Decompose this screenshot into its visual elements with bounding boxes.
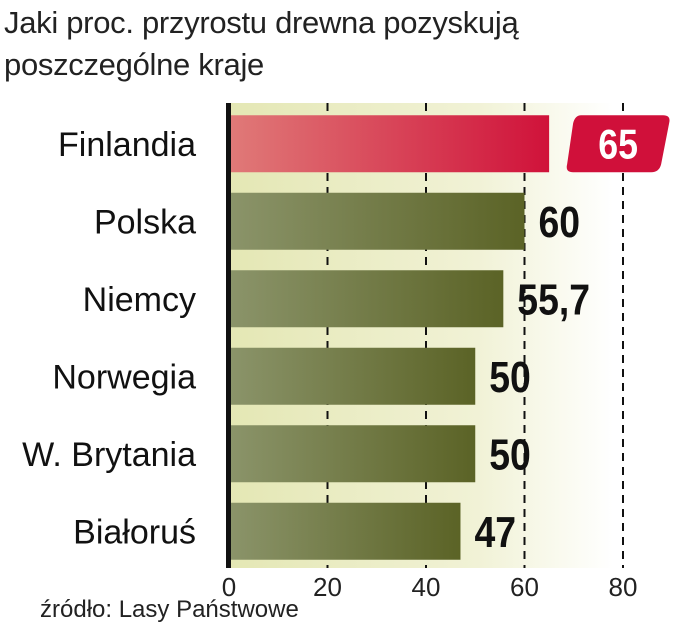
source-note: źródło: Lasy Państwowe [40,596,299,623]
x-tick-label: 20 [313,572,342,602]
category-label: Polska [94,203,196,241]
category-label: Niemcy [83,281,196,319]
value-label: 55,7 [517,275,590,325]
category-label: W. Brytania [22,436,196,474]
chart-title: Jaki proc. przyrostu drewna pozyskują po… [4,2,519,86]
x-tick-label: 60 [510,572,539,602]
bar-niemcy [229,270,504,328]
value-label: 50 [489,430,531,480]
chart-title-line-2: poszczególne kraje [4,47,264,82]
value-label: 47 [474,507,516,557]
bar-polska [229,192,525,250]
y-axis-line [226,103,231,568]
bar-finlandia [229,115,550,173]
value-label: 65 [598,122,638,168]
category-label: Norwegia [52,358,196,396]
chart-title-line-1: Jaki proc. przyrostu drewna pozyskują [4,5,519,40]
bar-białoruś [229,502,461,560]
x-tick-label: 40 [412,572,441,602]
bar-norwegia [229,347,476,405]
category-label: Finlandia [58,126,196,164]
value-label: 60 [539,197,581,247]
category-label: Białoruś [73,513,196,551]
plot-background [229,103,681,568]
highlight-value-badge [566,115,670,173]
bar-w-brytania [229,425,476,483]
x-tick-label: 0 [222,572,236,602]
value-label: 50 [489,352,531,402]
x-tick-label: 80 [609,572,638,602]
